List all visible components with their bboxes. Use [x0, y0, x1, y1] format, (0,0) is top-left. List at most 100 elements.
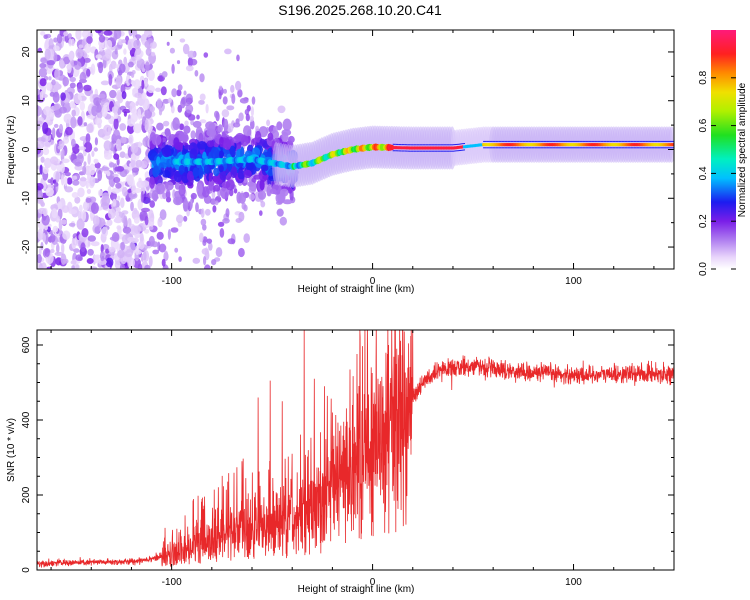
- heatmap-cell: [108, 246, 116, 253]
- heatmap-cell: [53, 103, 60, 111]
- heatmap-cell: [219, 136, 224, 148]
- heatmap-cell: [117, 195, 121, 201]
- heatmap-cell: [39, 90, 44, 101]
- heatmap-cell: [40, 31, 46, 36]
- heatmap-cell: [196, 114, 200, 120]
- spectrogram-x-ticks: -100 0 100: [50, 30, 655, 287]
- heatmap-cell: [43, 34, 48, 39]
- heatmap-cell: [115, 207, 121, 212]
- heatmap-cell: [187, 321, 194, 326]
- heatmap-cell: [93, 147, 99, 152]
- heatmap-cell: [103, 140, 112, 152]
- heatmap-cell: [131, 72, 135, 78]
- heatmap-cell: [67, 33, 72, 40]
- heatmap-cell: [155, 183, 166, 195]
- heatmap-cell: [168, 291, 174, 299]
- heatmap-cell: [136, 58, 146, 69]
- heatmap-cell: [112, 198, 117, 207]
- heatmap-cell: [135, 159, 143, 168]
- heatmap-cell: [57, 201, 62, 210]
- y-tick-label: -20: [21, 239, 32, 254]
- heatmap-cell: [132, 87, 139, 93]
- heatmap-cell: [62, 136, 70, 144]
- chart-title: S196.2025.268.10.20.C41: [278, 2, 442, 18]
- heatmap-cell: [123, 215, 128, 227]
- heatmap-cell: [134, 92, 143, 99]
- heatmap-cell: [235, 218, 243, 223]
- heatmap-cell: [238, 247, 245, 258]
- heatmap-cell: [181, 97, 186, 105]
- heatmap-cell: [149, 200, 155, 208]
- heatmap-cell: [192, 257, 201, 264]
- heatmap-cell: [156, 122, 164, 131]
- heatmap-cell: [143, 30, 153, 38]
- heatmap-cell: [69, 76, 76, 83]
- heatmap-cell: [101, 106, 108, 118]
- heatmap-cell: [257, 190, 267, 200]
- heatmap-cell: [101, 226, 109, 237]
- heatmap-cell: [59, 106, 67, 114]
- heatmap-cell: [151, 51, 156, 57]
- heatmap-cell: [120, 241, 125, 251]
- heatmap-cell: [238, 192, 246, 204]
- heatmap-cell: [162, 192, 167, 200]
- heatmap-cell: [102, 244, 110, 250]
- heatmap-cell: [70, 260, 77, 265]
- heatmap-cell: [142, 250, 150, 262]
- heatmap-cell: [208, 242, 213, 251]
- heatmap-cell: [212, 205, 217, 213]
- heatmap-cell: [243, 125, 252, 137]
- heatmap-cell: [203, 52, 209, 58]
- heatmap-cell: [167, 10, 173, 20]
- heatmap-cell: [237, 89, 243, 98]
- heatmap-cell: [66, 177, 73, 185]
- spectrogram-x-label: Height of straight line (km): [298, 284, 415, 295]
- snr-frame: [36, 329, 675, 571]
- heatmap-cell: [111, 106, 118, 114]
- heatmap-cell: [130, 143, 139, 154]
- colorbar-tick-label: 0.2: [698, 214, 709, 228]
- heatmap-cell: [150, 283, 155, 288]
- heatmap-cell: [157, 217, 163, 228]
- heatmap-cell: [60, 174, 65, 186]
- heatmap-cell: [250, 119, 255, 130]
- heatmap-cell: [260, 164, 269, 172]
- heatmap-cell: [69, 82, 76, 89]
- heatmap-cell: [37, 228, 44, 241]
- heatmap-cell: [287, 187, 293, 194]
- heatmap-cell: [219, 85, 223, 91]
- heatmap-cell: [58, 140, 65, 148]
- heatmap-cell: [103, 124, 112, 136]
- heatmap-cell: [86, 188, 91, 195]
- heatmap-cell: [194, 70, 199, 77]
- heatmap-cell: [37, 190, 44, 199]
- heatmap-cell: [37, 140, 45, 150]
- heatmap-cell: [113, 117, 119, 130]
- heatmap-cell: [170, 105, 175, 114]
- heatmap-cell: [51, 79, 56, 86]
- heatmap-cell: [131, 184, 137, 195]
- heatmap-cell: [139, 232, 144, 243]
- heatmap-cell: [105, 257, 114, 268]
- heatmap-cell: [152, 249, 160, 255]
- heatmap-cell: [243, 169, 252, 179]
- heatmap-cell: [208, 172, 213, 182]
- heatmap-cell: [144, 119, 149, 131]
- heatmap-cell: [87, 235, 97, 242]
- heatmap-cell: [75, 48, 84, 59]
- heatmap-cell: [116, 225, 122, 230]
- snr-panel: -100 0 100 0 200 400 600 Height of straight l…: [6, 329, 675, 595]
- heatmap-cell: [85, 133, 91, 144]
- heatmap-cell: [128, 134, 134, 145]
- heatmap-cell: [141, 79, 145, 90]
- heatmap-cell: [239, 97, 249, 104]
- heatmap-cell: [217, 279, 224, 289]
- heatmap-cell: [279, 216, 287, 226]
- heatmap-cell: [98, 61, 104, 74]
- heatmap-cell: [123, 48, 127, 55]
- heatmap-cell: [163, 250, 169, 259]
- heatmap-cell: [170, 227, 179, 233]
- heatmap-cell: [211, 191, 216, 199]
- y-tick-label: 0: [21, 567, 32, 573]
- heatmap-cell: [223, 118, 229, 132]
